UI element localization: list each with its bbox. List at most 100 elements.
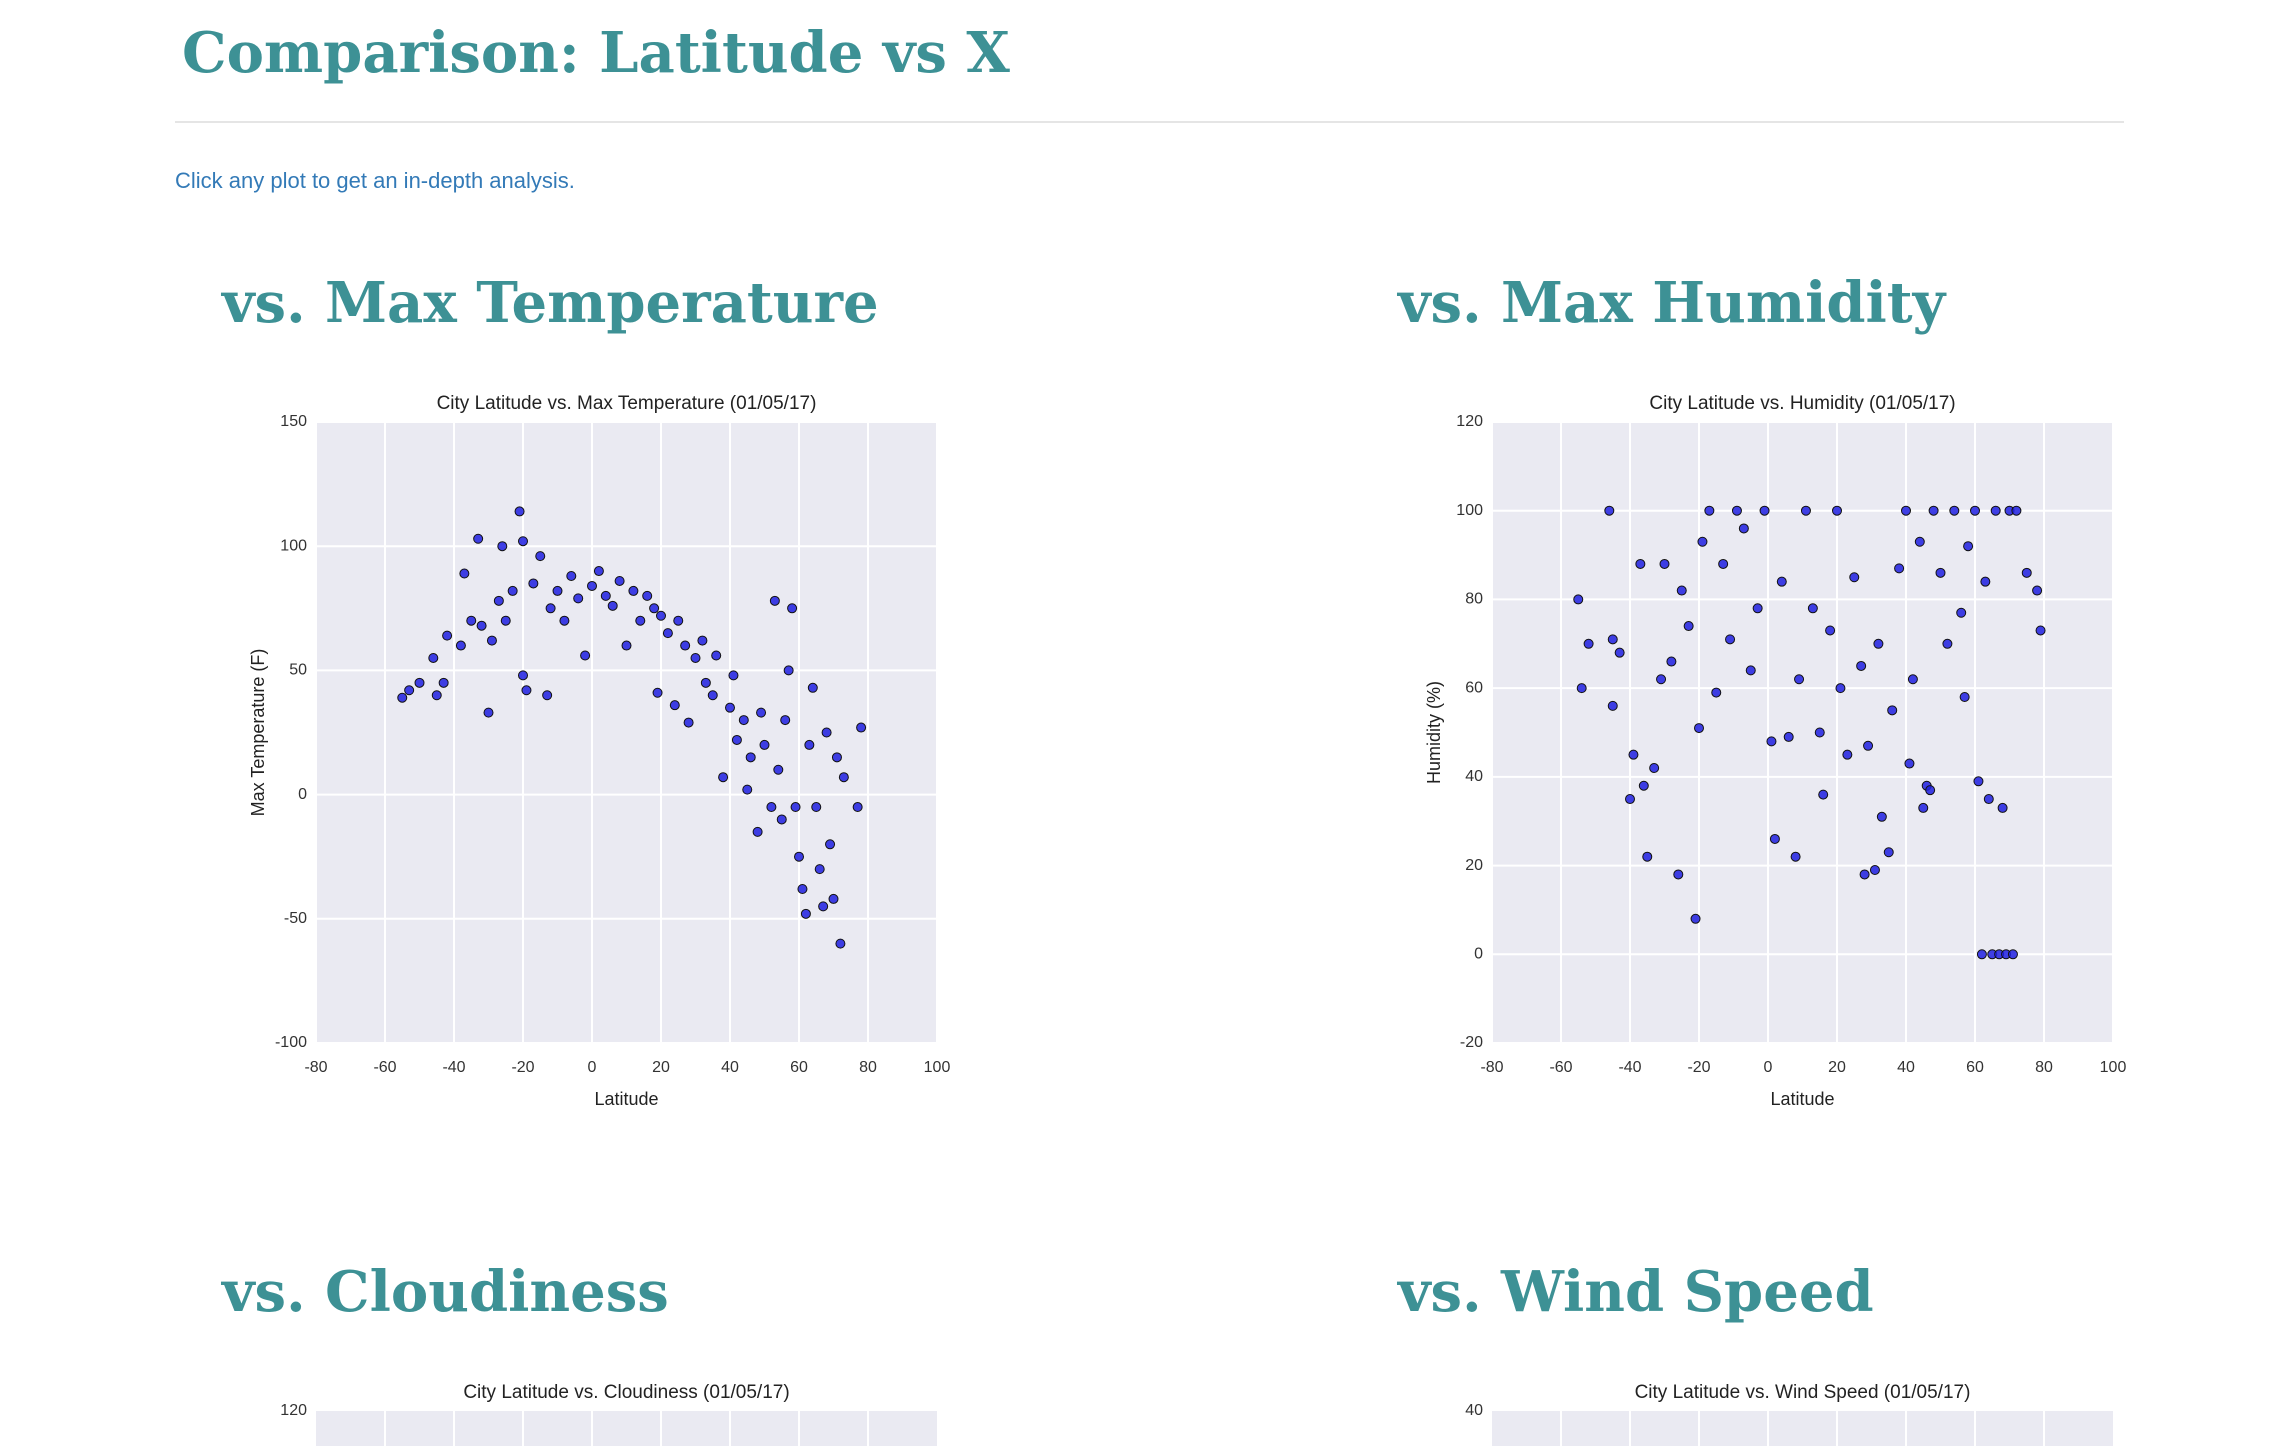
point [649, 603, 660, 614]
point [662, 628, 673, 639]
point [580, 650, 591, 661]
y-tick-label: 40 [1465, 1402, 1483, 1419]
x-tick-label: 40 [1897, 1059, 1915, 1076]
point [656, 610, 666, 621]
point [1849, 572, 1860, 583]
point [1607, 634, 1618, 645]
point [518, 670, 528, 681]
point [725, 702, 735, 713]
x-tick-label: -80 [304, 1059, 327, 1076]
y-tick-label: 80 [1465, 591, 1483, 608]
point [1963, 541, 1974, 552]
point [514, 506, 525, 517]
point [766, 802, 777, 813]
point [728, 670, 739, 681]
x-tick-label: 20 [1828, 1059, 1846, 1076]
point [1980, 576, 1991, 587]
section-heading: vs. Wind Speed [1396, 1259, 1874, 1325]
chart-title: City Latitude vs. Max Temperature (01/05… [437, 393, 817, 414]
point [680, 640, 691, 651]
point [1683, 621, 1694, 632]
point [1738, 523, 1749, 534]
point [535, 551, 546, 562]
point [1731, 505, 1742, 516]
point [1832, 505, 1842, 516]
point [1656, 674, 1667, 685]
point [738, 715, 749, 726]
point [1863, 740, 1874, 751]
point [2007, 949, 2018, 960]
y-tick-label: 120 [280, 1402, 307, 1419]
point [1887, 705, 1898, 716]
x-tick-label: 20 [652, 1059, 670, 1076]
point [1997, 802, 2008, 813]
point [807, 682, 818, 693]
chart-title: City Latitude vs. Wind Speed (01/05/17) [1635, 1382, 1971, 1403]
point [821, 727, 832, 738]
point [1983, 794, 1994, 805]
section-heading: vs. Max Humidity [1396, 270, 1947, 336]
point [742, 784, 753, 795]
point [635, 615, 646, 626]
point [1711, 687, 1722, 698]
y-tick-label: 120 [1456, 413, 1483, 430]
point [856, 722, 867, 733]
point [521, 685, 532, 696]
point [1759, 505, 1770, 516]
point [493, 595, 504, 606]
point [566, 571, 577, 582]
chart-title: City Latitude vs. Humidity (01/05/17) [1649, 393, 1955, 414]
x-tick-label: 40 [721, 1059, 739, 1076]
point [718, 772, 729, 783]
point [1842, 749, 1853, 760]
point [1928, 505, 1939, 516]
point [711, 650, 722, 661]
point [773, 764, 784, 775]
point [466, 615, 477, 626]
point [1883, 847, 1894, 858]
x-tick-label: 100 [2100, 1059, 2127, 1076]
plot-area[interactable] [1492, 422, 2113, 1043]
point [483, 707, 494, 718]
point [1583, 638, 1594, 649]
y-tick-label: -50 [284, 910, 307, 927]
point [573, 593, 584, 604]
x-tick-label: -40 [1618, 1059, 1641, 1076]
point [438, 677, 449, 688]
point [787, 603, 798, 614]
point [1873, 638, 1884, 649]
point [776, 814, 787, 825]
y-tick-label: 0 [298, 786, 307, 803]
point [2011, 505, 2022, 516]
point [528, 578, 539, 589]
point [1907, 674, 1918, 685]
point [1894, 563, 1905, 574]
point [518, 536, 528, 547]
point [628, 585, 639, 596]
point [804, 739, 815, 750]
y-axis-label: Humidity (%) [1424, 681, 1444, 784]
point [442, 630, 453, 641]
point [1869, 865, 1880, 876]
point [1976, 949, 1987, 960]
y-tick-label: 40 [1465, 768, 1483, 785]
x-tick-label: -60 [1549, 1059, 1572, 1076]
point [600, 590, 611, 601]
x-tick-label: 60 [790, 1059, 808, 1076]
point [1925, 785, 1936, 796]
point [1676, 585, 1687, 596]
x-tick-label: -60 [373, 1059, 396, 1076]
y-tick-label: -100 [275, 1034, 307, 1051]
point [1856, 660, 1867, 671]
point [1573, 594, 1584, 605]
plot-area[interactable] [1492, 1411, 2113, 1446]
point [1973, 776, 1984, 787]
point [1673, 869, 1684, 880]
y-tick-label: 50 [289, 662, 307, 679]
plot-area[interactable] [316, 422, 937, 1043]
x-axis-label: Latitude [594, 1089, 658, 1109]
point [1625, 794, 1635, 805]
x-axis-label: Latitude [1770, 1089, 1834, 1109]
plot-area[interactable] [316, 1411, 937, 1446]
